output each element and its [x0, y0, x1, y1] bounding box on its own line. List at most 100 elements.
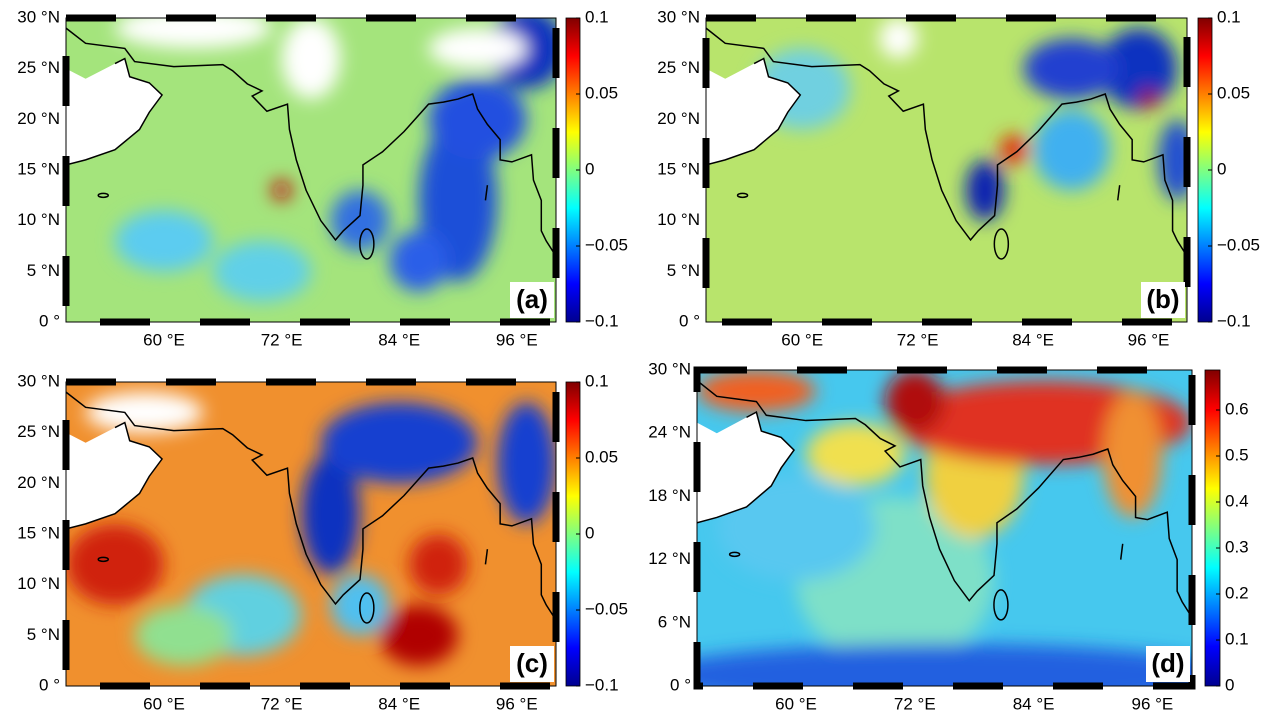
sri-lanka [359, 592, 375, 624]
colorbar-label: 0.2 [1225, 583, 1249, 602]
field-patch [885, 370, 945, 434]
field [706, 18, 1187, 322]
colorbar-label: 0.1 [1217, 7, 1241, 26]
lat-label: 25 °N [657, 58, 700, 77]
field-patch [428, 78, 527, 160]
lat-label: 6 °N [658, 612, 691, 631]
colorbar-label: 0.1 [585, 7, 609, 26]
lat-label: 30 °N [17, 7, 60, 26]
colorbar [1204, 369, 1221, 687]
lat-label: 24 °N [648, 423, 691, 442]
island [484, 185, 489, 201]
lat-label: 10 °N [17, 210, 60, 229]
lat-label: 0 ° [39, 675, 60, 694]
coastline [66, 27, 556, 257]
lon-label: 84 °E [1012, 330, 1054, 349]
lat-label: 25 °N [17, 422, 60, 441]
field-patch [1102, 391, 1163, 518]
lon-label: 84 °E [378, 694, 420, 713]
no-data-land [66, 422, 163, 529]
coastline [706, 57, 802, 166]
panel-label: (c) [516, 648, 548, 678]
coastline [66, 421, 164, 530]
field-patch [320, 402, 478, 484]
coastline [66, 391, 556, 621]
field-patch [1023, 38, 1120, 100]
no-data-land [697, 412, 795, 523]
lat-label: 5 °N [27, 261, 60, 280]
lon-label: 96 °E [496, 330, 538, 349]
panel-label: (a) [516, 284, 548, 314]
field-blobs [697, 370, 1192, 686]
lat-label: 18 °N [648, 486, 691, 505]
colorbar-label: 0 [585, 523, 594, 542]
field-patch [379, 604, 458, 666]
frame-ticks [702, 14, 1191, 326]
field-patch [805, 422, 905, 486]
frame-ticks [62, 378, 560, 690]
field [697, 370, 1192, 686]
colorbar-label: 0 [585, 159, 594, 178]
island [484, 549, 489, 565]
lon-label: 60 °E [143, 330, 185, 349]
field-patch [389, 230, 449, 292]
sri-lanka [993, 228, 1010, 260]
field-patch [697, 643, 1192, 686]
lat-label: 0 ° [679, 311, 700, 330]
field-patch [1033, 109, 1111, 191]
lat-label: 0 ° [39, 311, 60, 330]
colorbar-label: 0.05 [585, 83, 618, 102]
lat-label: 5 °N [667, 261, 700, 280]
lat-label: 15 °N [17, 523, 60, 542]
lon-label: 96 °E [1132, 694, 1174, 713]
lat-label: 15 °N [657, 159, 700, 178]
coastline [66, 57, 164, 166]
colorbar-label: 0.5 [1225, 445, 1249, 464]
colorbar-label: 0.4 [1225, 491, 1249, 510]
no-data-land [66, 58, 163, 165]
lon-label: 60 °E [781, 330, 823, 349]
lat-label: 10 °N [17, 574, 60, 593]
field-patch [999, 134, 1029, 165]
field [66, 18, 556, 322]
field-patch [85, 392, 204, 433]
map-panel: 0 ° 5 °N 10 °N 15 °N 20 °N 25 °N 30 °N 60 °E 72 … [17, 7, 628, 349]
island [728, 551, 741, 558]
colorbar-label: 0.3 [1225, 537, 1249, 556]
field [66, 382, 556, 686]
map-panel: 0 ° 6 °N 12 °N 18 °N 24 °N 30 °N 60 °E 72 °E 84 … [648, 359, 1249, 713]
field-blobs [754, 18, 1187, 221]
island [1119, 543, 1124, 560]
field-patch [497, 402, 556, 524]
field-patch [879, 18, 918, 59]
colorbar-label: −0.05 [1217, 235, 1260, 254]
field-blobs [115, 18, 556, 302]
field-patch [134, 604, 233, 666]
frame-ticks [62, 14, 560, 326]
field-patch [1100, 28, 1178, 110]
no-data-land [706, 58, 801, 165]
colorbar-label: 0 [1225, 675, 1234, 694]
lon-label: 60 °E [143, 694, 185, 713]
lon-label: 96 °E [1128, 330, 1170, 349]
colorbar-label: 0.05 [585, 447, 618, 466]
panel-label-box [510, 282, 554, 318]
island [97, 556, 109, 563]
field-patch [115, 18, 272, 49]
lat-label: 30 °N [17, 371, 60, 390]
colorbar-label: −0.05 [585, 599, 628, 618]
lat-label: 30 °N [648, 359, 691, 378]
lat-label: 0 ° [670, 675, 691, 694]
panel-label-box [1141, 282, 1185, 318]
field-patch [697, 370, 816, 413]
lat-label: 20 °N [17, 473, 60, 492]
lat-label: 12 °N [648, 549, 691, 568]
lat-label: 10 °N [657, 210, 700, 229]
lat-label: 25 °N [17, 58, 60, 77]
panel-label: (b) [1146, 284, 1179, 314]
lon-label: 84 °E [1013, 694, 1055, 713]
panel-label-box [510, 646, 554, 682]
island [1116, 185, 1121, 201]
island [736, 192, 749, 199]
coastline [706, 27, 1187, 257]
